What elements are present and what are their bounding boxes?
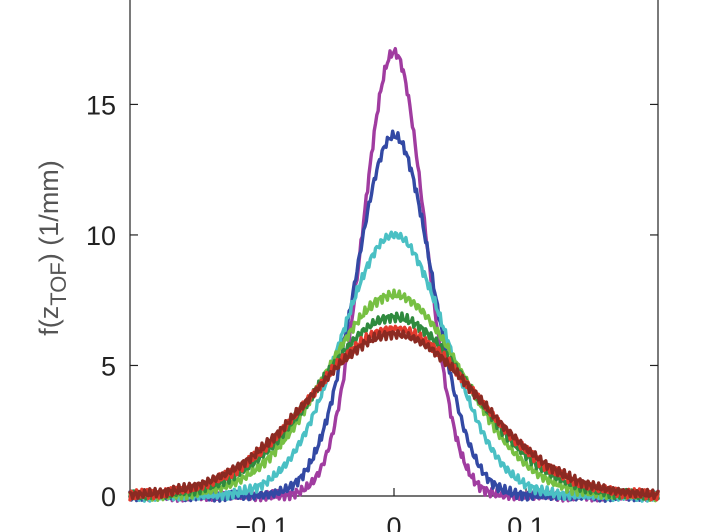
- series-layer: [128, 46, 660, 503]
- y-tick-label: 0: [101, 482, 116, 512]
- x-tick-label: 0.1: [507, 512, 545, 532]
- y-axis-label-subscript: TOF: [46, 262, 71, 306]
- y-axis-label: f(zTOF) (1/mm): [34, 160, 71, 336]
- axis-ticks: −0.1 0 0.1 0 5 10 15: [86, 90, 658, 532]
- y-axis-label-prefix: f(z: [34, 306, 64, 336]
- y-axis-label-suffix: ) (1/mm): [34, 160, 64, 262]
- series-line: [128, 311, 660, 501]
- series-line: [128, 324, 660, 502]
- y-tick-label: 10: [86, 221, 116, 251]
- x-tick-label: −0.1: [235, 512, 288, 532]
- y-tick-label: 5: [101, 351, 116, 381]
- x-tick-label: 0: [386, 512, 401, 532]
- series-line: [128, 230, 660, 503]
- series-line: [128, 46, 660, 503]
- plot-frame: [129, 0, 659, 497]
- y-tick-label: 15: [86, 90, 116, 120]
- series-line: [128, 329, 660, 501]
